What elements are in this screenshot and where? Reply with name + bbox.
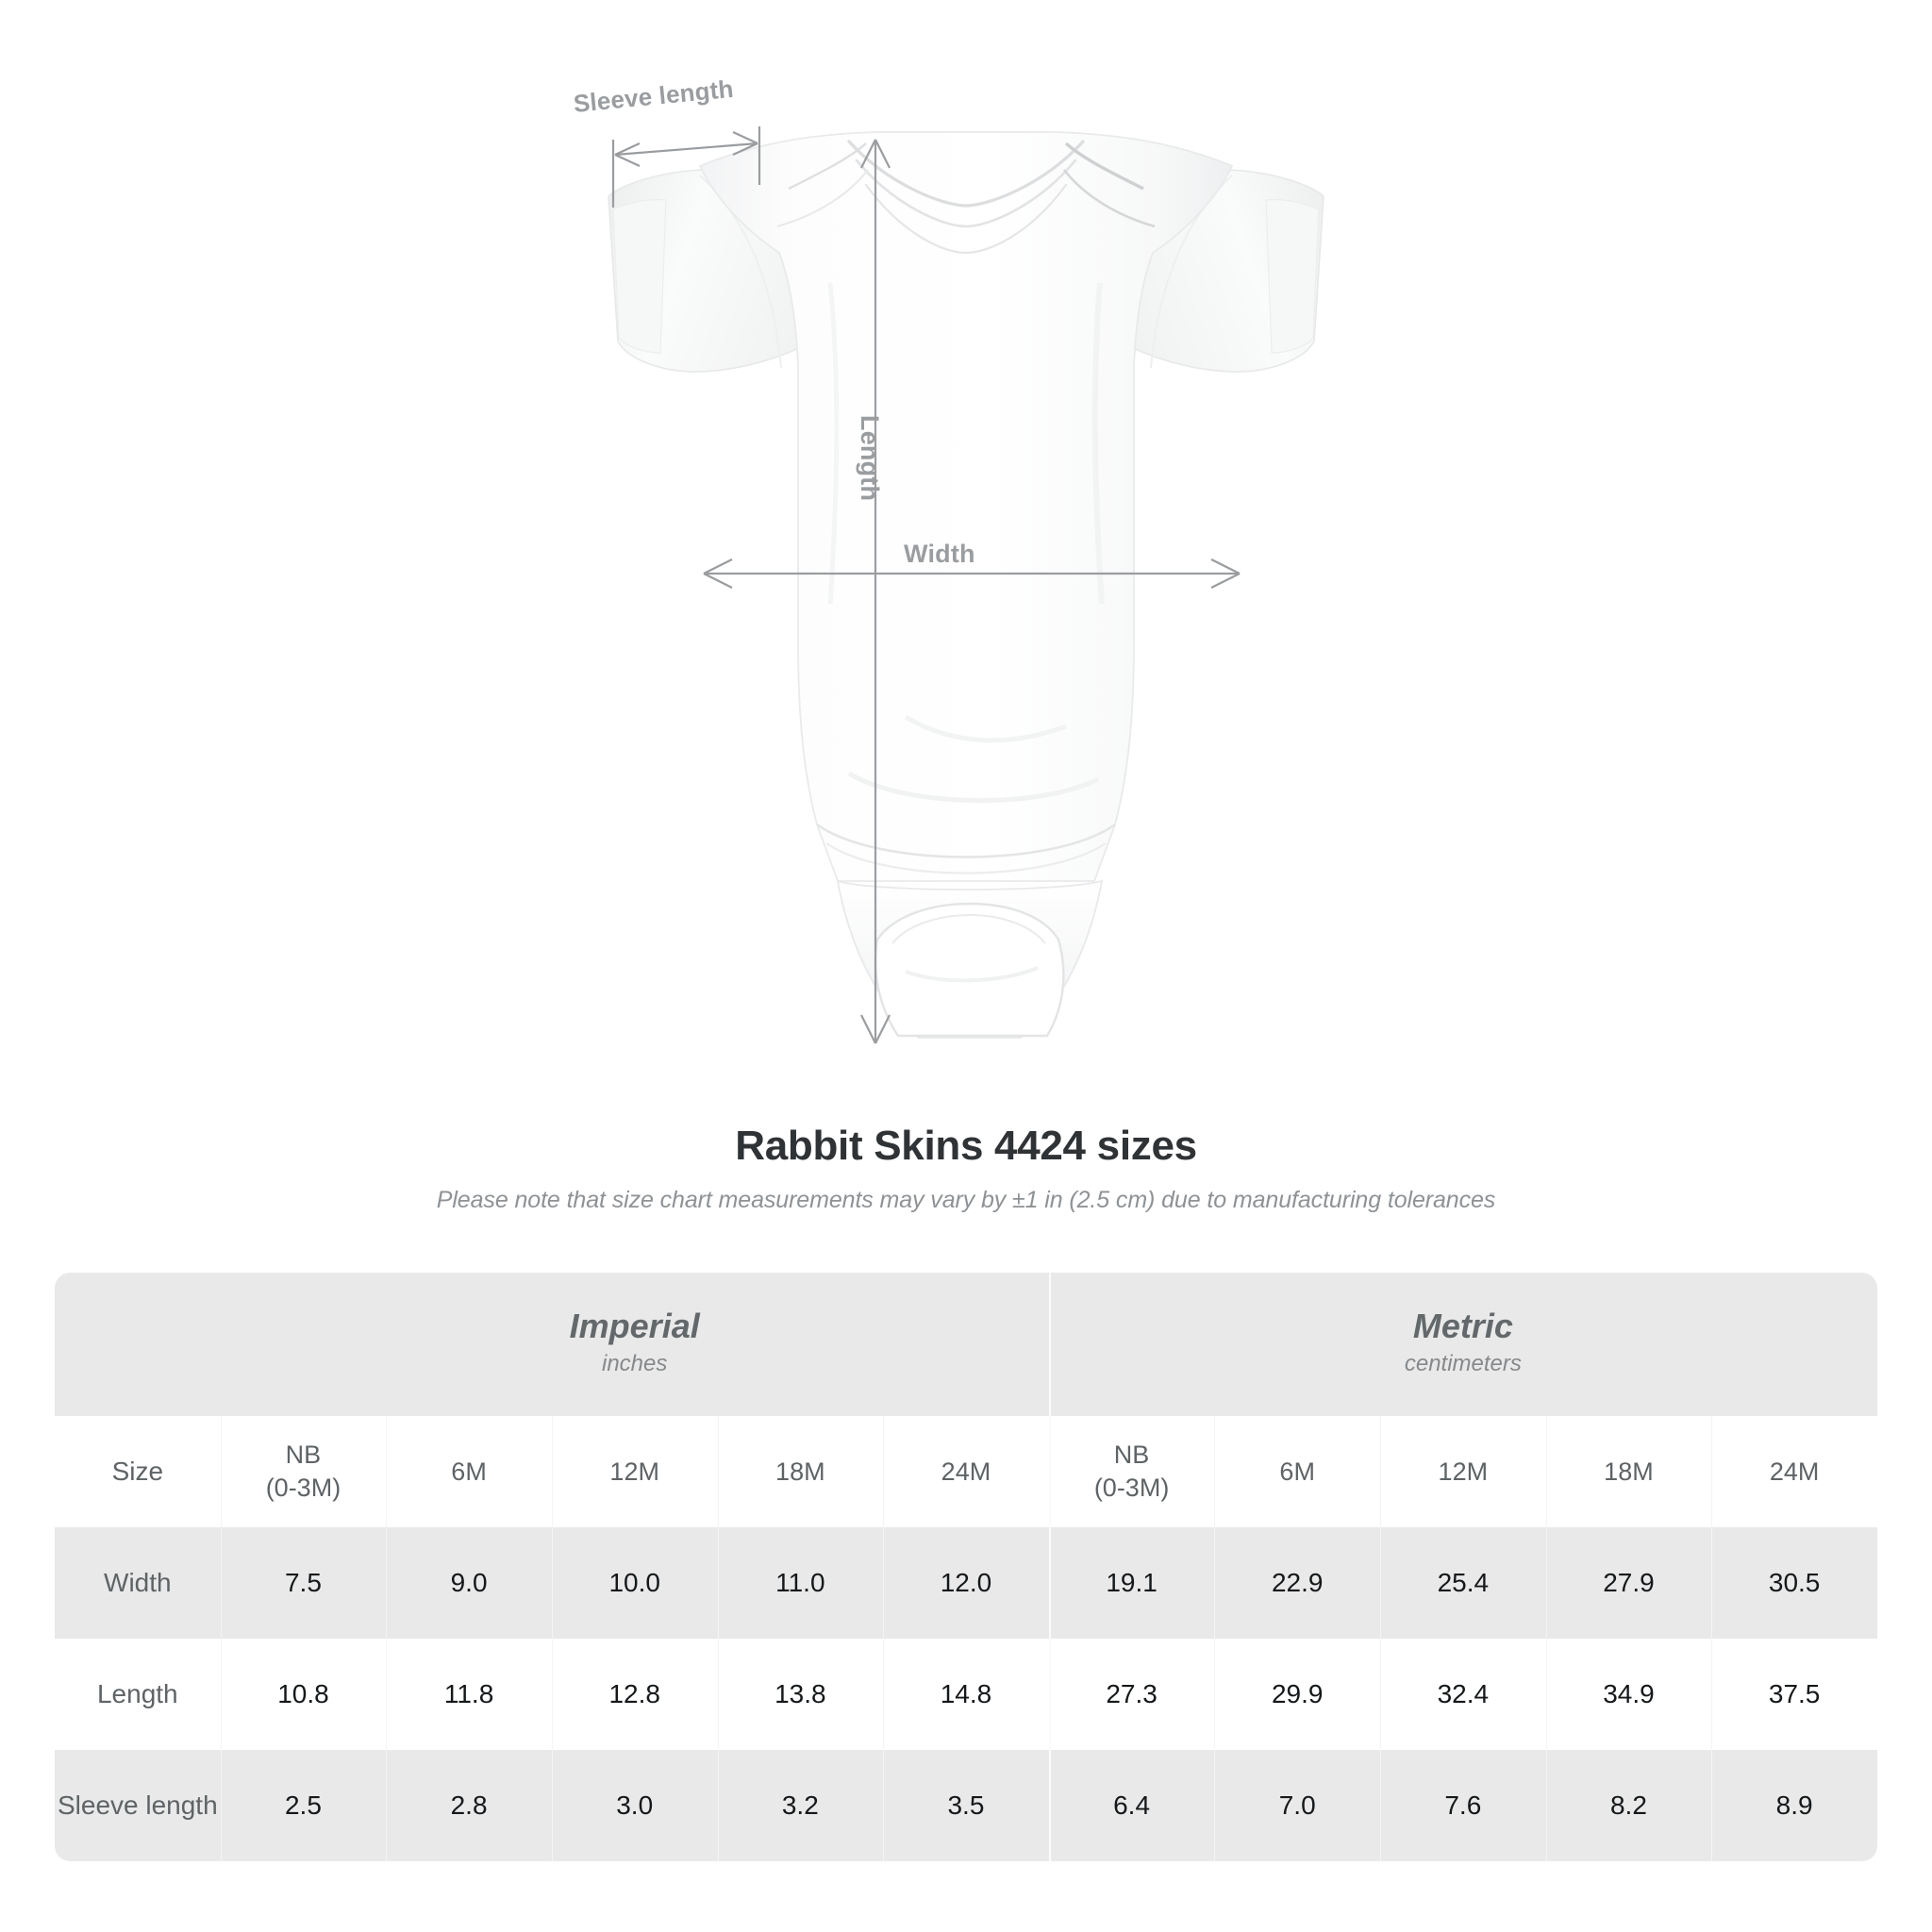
cell-length-imperial-nb: 10.8 [220, 1639, 387, 1750]
cell-length-metric-18m: 34.9 [1545, 1639, 1712, 1750]
garment-illustration: Sleeve length Length Width [573, 75, 1324, 1044]
cell-width-metric-12m: 25.4 [1380, 1527, 1546, 1639]
cell-sleeve-metric-18m: 8.2 [1545, 1750, 1712, 1861]
col-label: 18M [775, 1457, 825, 1486]
unit-group-imperial-name: Imperial [569, 1307, 700, 1346]
measurement-tolerance-note: Please note that size chart measurements… [436, 1187, 1496, 1213]
column-header-metric-6m: 6M [1214, 1416, 1380, 1527]
cell-width-metric-24m: 30.5 [1711, 1527, 1877, 1639]
cell-width-metric-nb: 19.1 [1048, 1527, 1215, 1639]
cell-sleeve-imperial-12m: 3.0 [551, 1750, 718, 1861]
unit-group-spacer [55, 1273, 221, 1416]
cell-sleeve-metric-24m: 8.9 [1711, 1750, 1877, 1861]
col-label: NB (0-3M) [1093, 1441, 1170, 1502]
size-chart-container: Imperial inches Metric centimeters Size … [55, 1273, 1877, 1861]
cell-width-imperial-nb: 7.5 [220, 1527, 387, 1639]
width-dimension [703, 558, 1241, 589]
col-label: NB (0-3M) [265, 1441, 341, 1502]
col-label: 6M [1279, 1457, 1315, 1486]
cell-sleeve-imperial-18m: 3.2 [717, 1750, 884, 1861]
length-dimension-label: Length [856, 415, 884, 502]
column-header-imperial-6m: 6M [386, 1416, 552, 1527]
column-header-imperial-18m: 18M [717, 1416, 884, 1527]
unit-group-metric-sub: centimeters [1404, 1350, 1522, 1376]
bodysuit-diagram [608, 126, 1324, 1044]
cell-length-metric-6m: 29.9 [1214, 1639, 1380, 1750]
cell-sleeve-imperial-24m: 3.5 [883, 1750, 1049, 1861]
cell-length-metric-12m: 32.4 [1380, 1639, 1546, 1750]
column-header-metric-12m: 12M [1380, 1416, 1546, 1527]
unit-group-imperial: Imperial inches [220, 1273, 1049, 1416]
cell-length-metric-24m: 37.5 [1711, 1639, 1877, 1750]
unit-group-metric-name: Metric [1412, 1307, 1513, 1346]
column-header-imperial-nb: NB (0-3M) [220, 1416, 387, 1527]
column-header-imperial-24m: 24M [883, 1416, 1049, 1527]
cell-length-imperial-12m: 12.8 [551, 1639, 718, 1750]
row-header-width: Width [55, 1527, 221, 1639]
table-row-width: Width 7.5 9.0 10.0 11.0 12.0 19.1 22.9 2… [55, 1527, 1877, 1639]
table-row-sleeve-length: Sleeve length 2.5 2.8 3.0 3.2 3.5 6.4 7.… [55, 1750, 1877, 1861]
col-label: 6M [451, 1457, 487, 1486]
cell-length-imperial-6m: 11.8 [386, 1639, 552, 1750]
length-dimension [860, 139, 891, 1044]
column-header-imperial-12m: 12M [551, 1416, 718, 1527]
cell-sleeve-metric-12m: 7.6 [1380, 1750, 1546, 1861]
cell-width-metric-18m: 27.9 [1545, 1527, 1712, 1639]
column-header-metric-18m: 18M [1545, 1416, 1712, 1527]
col-label: 18M [1604, 1457, 1654, 1486]
cell-length-imperial-18m: 13.8 [717, 1639, 884, 1750]
sleeve-length-dimension [611, 126, 761, 208]
column-header-metric-nb: NB (0-3M) [1048, 1416, 1215, 1527]
crotch-snap-panel [836, 879, 1104, 1039]
cell-sleeve-imperial-6m: 2.8 [386, 1750, 552, 1861]
cell-width-imperial-12m: 10.0 [551, 1527, 718, 1639]
table-row-length: Length 10.8 11.8 12.8 13.8 14.8 27.3 29.… [55, 1639, 1877, 1750]
page-title: Rabbit Skins 4424 sizes [735, 1123, 1197, 1169]
column-header-metric-24m: 24M [1711, 1416, 1877, 1527]
size-chart-table: Imperial inches Metric centimeters Size … [55, 1273, 1877, 1861]
cell-width-metric-6m: 22.9 [1214, 1527, 1380, 1639]
cell-sleeve-imperial-nb: 2.5 [220, 1750, 387, 1861]
unit-group-imperial-sub: inches [602, 1350, 668, 1376]
cell-length-imperial-24m: 14.8 [883, 1639, 1049, 1750]
unit-group-header-row: Imperial inches Metric centimeters [55, 1273, 1877, 1416]
cell-width-imperial-6m: 9.0 [386, 1527, 552, 1639]
col-label: 24M [1769, 1457, 1820, 1486]
cell-width-imperial-24m: 12.0 [883, 1527, 1049, 1639]
title-block: Rabbit Skins 4424 sizes Please note that… [0, 1123, 1932, 1214]
col-label: 12M [609, 1457, 659, 1486]
size-header-row: Size NB (0-3M) 6M 12M 18M 24M NB (0-3M) [55, 1416, 1877, 1527]
row-header-length: Length [55, 1639, 221, 1750]
col-label: 24M [941, 1457, 991, 1486]
dimension-lines [611, 126, 1241, 1044]
cell-sleeve-metric-6m: 7.0 [1214, 1750, 1380, 1861]
cell-sleeve-metric-nb: 6.4 [1048, 1750, 1215, 1861]
bodysuit-body [698, 131, 1234, 882]
cell-length-metric-nb: 27.3 [1048, 1639, 1215, 1750]
width-dimension-label: Width [904, 540, 975, 568]
cell-width-imperial-18m: 11.0 [717, 1527, 884, 1639]
column-header-size: Size [55, 1416, 221, 1527]
row-header-sleeve-length: Sleeve length [55, 1750, 221, 1861]
col-label: 12M [1438, 1457, 1489, 1486]
unit-group-metric: Metric centimeters [1048, 1273, 1877, 1416]
